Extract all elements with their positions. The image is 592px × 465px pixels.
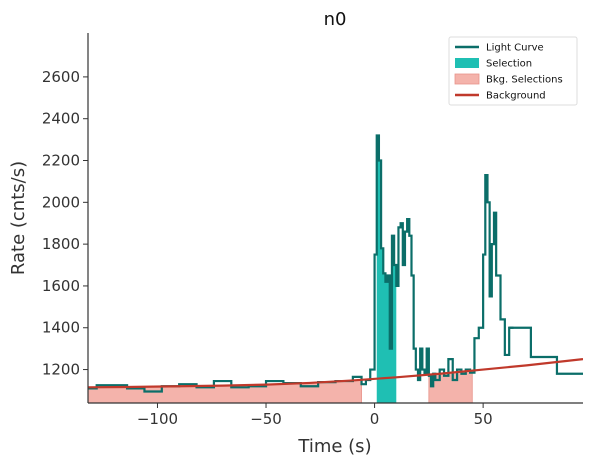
- x-tick-label: −50: [250, 410, 282, 428]
- legend-patch-swatch: [455, 58, 479, 68]
- x-tick-label: −100: [137, 410, 178, 428]
- background-line: [88, 358, 583, 389]
- y-tick-label: 2400: [42, 110, 80, 128]
- legend: Light Curve Selection Bkg. Selections Backg…: [448, 36, 578, 106]
- chart-title: n0: [324, 9, 347, 30]
- light-curve-line: [88, 134, 514, 393]
- y-tick-label: 1800: [42, 235, 80, 253]
- y-tick-label: 1400: [42, 319, 80, 337]
- light-curve-tail-line: [509, 326, 583, 375]
- legend-label: Selection: [486, 59, 532, 70]
- legend-label: Background: [486, 91, 546, 102]
- legend-box: [448, 36, 578, 106]
- y-tick-label: 2200: [42, 152, 80, 170]
- x-axis-label: Time (s): [297, 436, 371, 457]
- tick-layer: −100 −50 0 50 1200 1400 1600 1800 2000 2200 2400 26…: [42, 68, 493, 428]
- x-tick-label: 0: [370, 410, 380, 428]
- legend-label: Bkg. Selections: [486, 75, 563, 86]
- background-layer: [88, 358, 583, 389]
- y-tick-label: 2600: [42, 68, 80, 86]
- y-axis-label: Rate (cnts/s): [8, 161, 29, 275]
- y-tick-label: 1200: [42, 361, 80, 379]
- axes: [87, 33, 583, 404]
- selection-layer: [376, 135, 397, 403]
- y-tick-label: 1600: [42, 277, 80, 295]
- x-tick-label: 50: [474, 410, 493, 428]
- selection-region: [376, 135, 397, 403]
- legend-patch-swatch: [454, 73, 480, 85]
- legend-label: Light Curve: [486, 43, 544, 54]
- plot-area: [88, 134, 583, 403]
- light-curve-layer: [88, 134, 583, 393]
- y-tick-label: 2000: [42, 193, 80, 211]
